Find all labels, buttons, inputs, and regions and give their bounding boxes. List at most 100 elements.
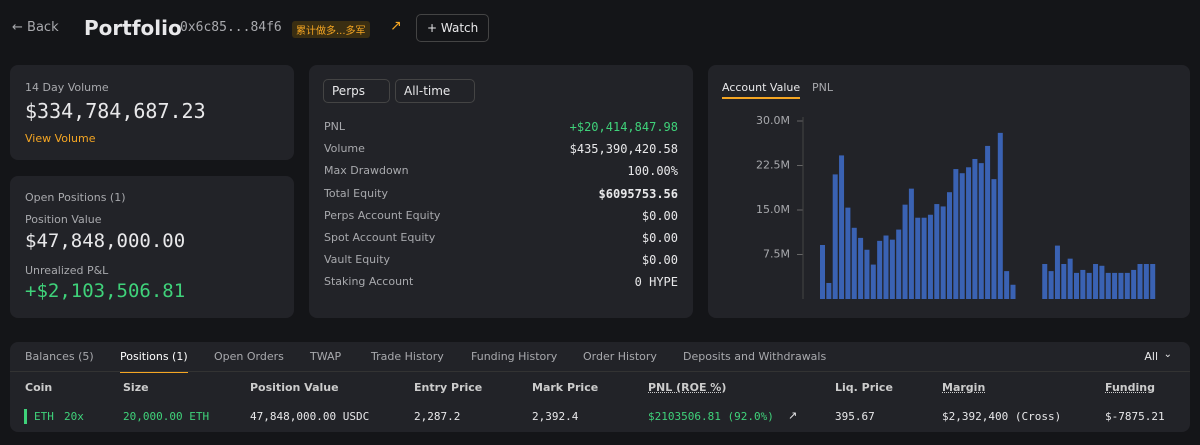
link[interactable]: View Volume bbox=[25, 132, 96, 145]
bar bbox=[1150, 263, 1156, 299]
stat-value: $0.00 bbox=[641, 253, 678, 268]
chart-tab[interactable]: PNL bbox=[812, 81, 833, 94]
value: +$2,103,506.81 bbox=[25, 280, 186, 302]
divider bbox=[10, 371, 1190, 372]
cell: 47,848,000.00 USDC bbox=[250, 410, 370, 423]
table-tab[interactable]: Open Orders bbox=[214, 350, 284, 363]
table-tab[interactable]: Trade History bbox=[371, 350, 444, 363]
bar bbox=[966, 167, 972, 299]
bar bbox=[1010, 284, 1016, 299]
table-tab[interactable]: TWAP bbox=[310, 350, 342, 363]
bar bbox=[947, 192, 952, 299]
external-icon[interactable]: ↗ bbox=[788, 409, 798, 422]
bar bbox=[1143, 263, 1149, 299]
bar bbox=[940, 206, 946, 299]
bar bbox=[1061, 263, 1067, 299]
leverage: 20x bbox=[64, 410, 84, 423]
bar bbox=[921, 217, 927, 299]
table-tab[interactable]: Positions (1) bbox=[120, 350, 188, 373]
stat-value: $0.00 bbox=[641, 208, 678, 223]
stat-label: Staking Account bbox=[324, 275, 414, 289]
column-header: Size bbox=[123, 381, 149, 394]
bar bbox=[820, 245, 825, 299]
bar bbox=[985, 145, 991, 299]
filter[interactable]: Perps bbox=[323, 79, 390, 103]
column-header: Liq. Price bbox=[835, 381, 893, 394]
bar bbox=[997, 132, 1003, 299]
table-filter[interactable]: All bbox=[1144, 350, 1158, 363]
bar bbox=[1124, 272, 1130, 299]
column-header: Position Value bbox=[250, 381, 339, 394]
column-header: Coin bbox=[25, 381, 53, 394]
table-tab[interactable]: Order History bbox=[583, 350, 657, 363]
bar bbox=[826, 282, 832, 299]
label: 14 Day Volume bbox=[25, 81, 109, 94]
bar bbox=[972, 158, 978, 299]
filter[interactable]: All-time bbox=[395, 79, 476, 103]
bar bbox=[1131, 269, 1137, 299]
back[interactable]: ← Back bbox=[12, 20, 59, 35]
label: Unrealized P&L bbox=[25, 264, 109, 277]
bar bbox=[864, 249, 870, 299]
cell: $-7875.21 bbox=[1105, 410, 1165, 423]
bar bbox=[1086, 272, 1092, 299]
stat-label: Total Equity bbox=[324, 186, 388, 200]
column-header: Funding bbox=[1105, 381, 1155, 394]
bar bbox=[1080, 269, 1086, 299]
y-tick-label: 22.5M bbox=[756, 159, 790, 172]
label: Open Positions (1) bbox=[25, 191, 126, 204]
bar bbox=[1118, 272, 1124, 299]
bar bbox=[883, 235, 889, 299]
cell: 2,392.4 bbox=[532, 410, 579, 423]
positions-card: Open Positions (1) Position Value $47,84… bbox=[10, 176, 294, 318]
bar bbox=[934, 204, 940, 299]
stats-card: Perps All-time PNL +$20,414,847.98 Volume $43… bbox=[309, 65, 693, 318]
bar bbox=[1042, 263, 1048, 299]
bar bbox=[1105, 272, 1111, 299]
chart: 7.5M 15.0M 22.5M 30.0M bbox=[756, 114, 1156, 299]
value: $47,848,000.00 bbox=[25, 230, 186, 252]
volume-card: 14 Day Volume $334,784,687.23 View Volum… bbox=[10, 65, 294, 160]
column-header: Margin bbox=[942, 381, 986, 394]
chart-tab[interactable]: Account Value bbox=[722, 81, 801, 99]
stat-value: +$20,414,847.98 bbox=[569, 120, 678, 134]
stat-value: $0.00 bbox=[641, 231, 678, 245]
bar bbox=[877, 240, 883, 299]
y-tick-label: 15.0M bbox=[756, 203, 790, 216]
bar bbox=[959, 173, 965, 299]
bar bbox=[896, 229, 902, 299]
table-card: Balances (5) Positions (1) Open Orders TWAP… bbox=[10, 342, 1190, 432]
bar bbox=[889, 239, 895, 299]
table-tab[interactable]: Deposits and Withdrawals bbox=[683, 350, 827, 363]
chart-card: Account Value PNL 7.5M 15.0M 22.5M 30.0M bbox=[708, 65, 1190, 318]
bar bbox=[870, 264, 876, 299]
stat-value: $6095753.56 bbox=[598, 186, 678, 201]
bar bbox=[1067, 258, 1073, 299]
coin: ETH bbox=[34, 410, 54, 423]
bar bbox=[1054, 245, 1060, 299]
watch-button[interactable]: + Watch bbox=[416, 14, 490, 42]
bar bbox=[1137, 263, 1143, 299]
tag: 累计做多...多军 bbox=[292, 21, 370, 38]
bar bbox=[953, 169, 959, 299]
address: 0x6c85...84f6 bbox=[180, 20, 282, 35]
cell: 2,287.2 bbox=[414, 410, 461, 423]
link-icon[interactable]: ↗ bbox=[390, 18, 402, 34]
bar bbox=[851, 227, 857, 299]
caret[interactable]: ⌄ bbox=[1163, 349, 1172, 360]
bar bbox=[1048, 271, 1054, 299]
stat-label: Volume bbox=[324, 142, 365, 156]
bar bbox=[1112, 272, 1118, 299]
table-tab[interactable]: Balances (5) bbox=[25, 350, 94, 363]
title: Portfolio bbox=[84, 16, 182, 40]
bar bbox=[1004, 271, 1010, 299]
back-text[interactable]: Back bbox=[27, 20, 59, 35]
watch-text[interactable]: Watch bbox=[440, 21, 479, 35]
bar bbox=[1093, 263, 1099, 299]
table-tab[interactable]: Funding History bbox=[471, 350, 558, 363]
stat-label: Perps Account Equity bbox=[324, 208, 441, 222]
stat-value: $435,390,420.58 bbox=[569, 142, 678, 157]
coin-bar bbox=[24, 409, 27, 424]
bar bbox=[858, 237, 864, 299]
bar bbox=[1074, 272, 1079, 299]
